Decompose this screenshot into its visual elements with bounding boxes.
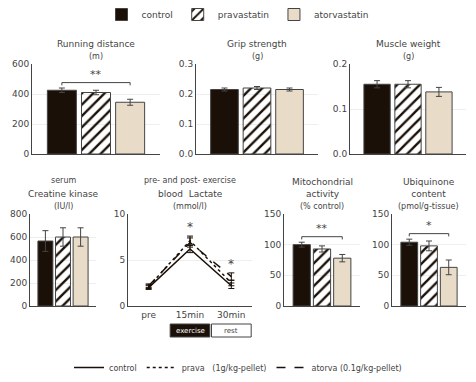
svg-text:(g): (g) <box>252 52 263 61</box>
svg-text:50: 50 <box>270 270 282 280</box>
svg-text:600: 600 <box>12 59 29 69</box>
svg-text:prava (1g/kg-pellet): prava (1g/kg-pellet) <box>182 364 267 373</box>
svg-text:(pmol/g-tissue): (pmol/g-tissue) <box>398 202 459 211</box>
svg-text:**: ** <box>316 222 328 235</box>
svg-text:Mitochondrialactivity: Mitochondrialactivity <box>292 177 353 199</box>
svg-text:0.1: 0.1 <box>179 119 193 129</box>
svg-text:0: 0 <box>383 301 389 311</box>
svg-text:rest: rest <box>224 327 238 335</box>
svg-text:(m): (m) <box>89 52 103 61</box>
svg-text:150: 150 <box>372 209 389 219</box>
svg-text:Creatine kinase: Creatine kinase <box>28 189 99 199</box>
svg-text:Running distance: Running distance <box>57 39 135 49</box>
svg-text:0: 0 <box>119 301 125 311</box>
svg-text:exercise: exercise <box>176 327 205 335</box>
svg-text:(IU/l): (IU/l) <box>54 202 73 211</box>
svg-text:200: 200 <box>12 119 29 129</box>
svg-text:50: 50 <box>378 270 390 280</box>
svg-text:0: 0 <box>23 149 29 159</box>
svg-text:(mmol/l): (mmol/l) <box>173 202 207 211</box>
svg-text:Muscle weight: Muscle weight <box>376 39 441 49</box>
svg-text:0: 0 <box>275 301 281 311</box>
svg-text:(g): (g) <box>403 52 414 61</box>
svg-text:*: * <box>228 257 234 271</box>
svg-text:10: 10 <box>114 209 126 219</box>
svg-text:0.0: 0.0 <box>333 149 348 159</box>
svg-text:control: control <box>109 364 137 373</box>
svg-text:*: * <box>187 220 193 234</box>
svg-text:0.3: 0.3 <box>179 59 193 69</box>
svg-text:100: 100 <box>264 240 281 250</box>
svg-text:pravastatin: pravastatin <box>218 10 269 20</box>
svg-text:0: 0 <box>21 301 27 311</box>
svg-text:Grip strength: Grip strength <box>227 39 287 49</box>
svg-text:control: control <box>142 10 173 20</box>
svg-text:0.0: 0.0 <box>179 149 194 159</box>
svg-text:atorva (0.1g/kg-pellet): atorva (0.1g/kg-pellet) <box>311 364 401 373</box>
svg-text:15min: 15min <box>176 310 204 320</box>
svg-text:5: 5 <box>119 255 125 265</box>
svg-text:100: 100 <box>372 240 389 250</box>
svg-text:atorvastatin: atorvastatin <box>314 10 369 20</box>
svg-text:0.1: 0.1 <box>333 104 347 114</box>
svg-text:pre: pre <box>141 310 156 320</box>
svg-text:600: 600 <box>10 232 27 242</box>
svg-text:blood Lactate: blood Lactate <box>158 189 223 199</box>
svg-text:200: 200 <box>10 278 27 288</box>
svg-text:serum: serum <box>51 176 76 185</box>
svg-text:400: 400 <box>12 89 29 99</box>
svg-text:pre- and post- exercise: pre- and post- exercise <box>144 176 236 185</box>
svg-text:Ubiquinonecontent: Ubiquinonecontent <box>403 177 455 199</box>
svg-text:0.2: 0.2 <box>333 59 347 69</box>
svg-text:30min: 30min <box>217 310 245 320</box>
svg-text:400: 400 <box>10 255 27 265</box>
svg-text:**: ** <box>90 68 102 81</box>
svg-text:(% control): (% control) <box>300 202 344 211</box>
svg-text:0.2: 0.2 <box>179 89 193 99</box>
svg-text:*: * <box>426 219 432 232</box>
svg-text:150: 150 <box>264 209 281 219</box>
svg-text:800: 800 <box>10 209 27 219</box>
